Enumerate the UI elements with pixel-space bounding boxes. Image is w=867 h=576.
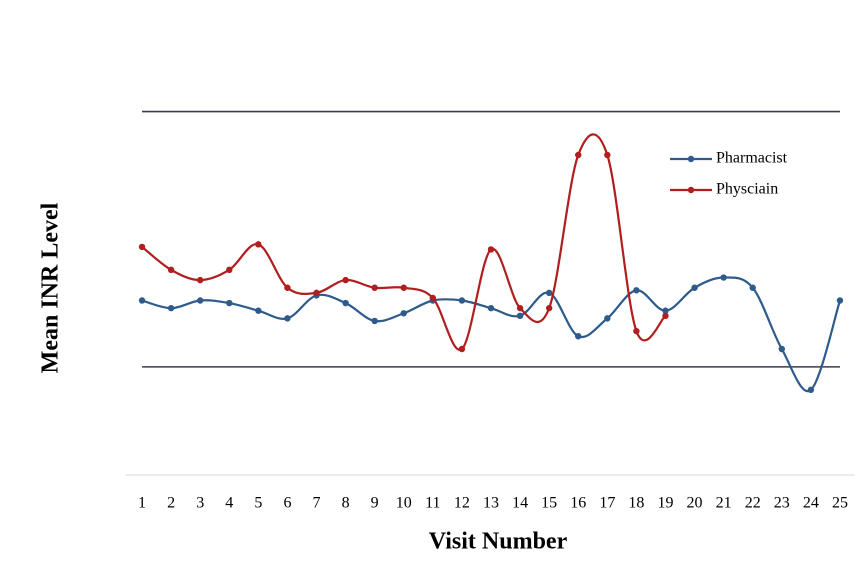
data-point [662, 307, 669, 314]
data-point [226, 299, 233, 307]
x-tick-label: 17 [599, 495, 615, 512]
data-point [633, 287, 640, 294]
data-point [516, 312, 524, 320]
x-tick-label: 19 [657, 495, 673, 512]
legend-label: Pharmacist [716, 150, 788, 167]
x-tick-label: 15 [541, 495, 557, 512]
data-point [138, 297, 146, 304]
x-tick-label: 18 [628, 495, 644, 512]
x-tick-label: 24 [803, 495, 819, 512]
series-line [141, 276, 842, 393]
data-point [429, 294, 437, 302]
data-point [458, 297, 466, 304]
data-point [342, 276, 349, 284]
data-point [458, 345, 466, 353]
data-point [604, 315, 611, 322]
data-point [749, 284, 756, 291]
data-point [167, 304, 175, 312]
data-point [255, 241, 262, 248]
x-tick-label: 1 [138, 495, 146, 512]
legend-label: Physciain [716, 181, 778, 198]
data-point [226, 266, 233, 274]
data-point [138, 243, 146, 251]
data-point [778, 345, 785, 353]
data-point [197, 297, 204, 304]
x-tick-label: 21 [716, 495, 732, 512]
data-point [633, 327, 640, 335]
data-point [516, 304, 524, 312]
data-point [487, 304, 495, 312]
x-tick-label: 16 [570, 495, 586, 512]
data-point [662, 312, 669, 320]
data-point [400, 310, 407, 317]
x-tick-label: 3 [196, 495, 204, 512]
data-point [197, 276, 204, 284]
data-point [836, 297, 844, 304]
x-tick-label: 12 [454, 495, 470, 512]
x-tick-label: 9 [371, 495, 379, 512]
x-tick-label: 25 [832, 495, 848, 512]
legend-marker [687, 186, 695, 194]
data-point [545, 289, 553, 297]
data-point [400, 284, 407, 291]
x-tick-label: 14 [512, 495, 528, 512]
data-point [575, 333, 582, 340]
y-axis-title: Mean INR Level [38, 202, 64, 373]
x-tick-label: 11 [425, 495, 440, 512]
series-line [141, 133, 667, 351]
data-point [807, 386, 815, 394]
x-tick-label: 20 [687, 495, 703, 512]
data-point [284, 284, 291, 291]
x-tick-label: 4 [225, 495, 233, 512]
x-axis-title: Visit Number [429, 529, 568, 555]
data-point [487, 246, 495, 253]
data-point [371, 284, 378, 291]
data-point [371, 317, 378, 325]
data-point [313, 289, 320, 297]
data-point [167, 266, 175, 274]
data-point [575, 151, 582, 159]
data-point [691, 284, 698, 291]
x-tick-label: 8 [342, 495, 350, 512]
x-tick-label: 22 [745, 495, 761, 512]
data-point [720, 274, 727, 281]
data-point [545, 304, 553, 312]
x-tick-label: 5 [254, 495, 262, 512]
x-tick-label: 23 [774, 495, 790, 512]
data-point [284, 315, 291, 322]
data-point [342, 299, 349, 307]
data-point [604, 151, 611, 159]
x-tick-label: 6 [283, 495, 291, 512]
data-point [255, 307, 262, 314]
legend-marker [687, 155, 695, 163]
x-tick-label: 13 [483, 495, 499, 512]
x-tick-label: 2 [167, 495, 175, 512]
x-tick-label: 7 [313, 495, 321, 512]
x-tick-label: 10 [396, 495, 412, 512]
